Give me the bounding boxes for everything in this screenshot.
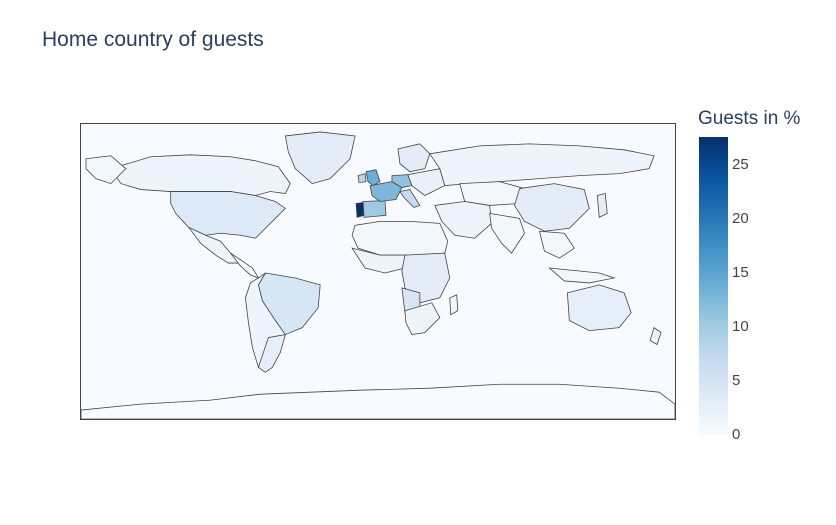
region-portugal[interactable] [355, 202, 365, 218]
chart-title: Home country of guests [42, 28, 264, 51]
region-ireland[interactable] [357, 173, 367, 184]
region-united-kingdom[interactable] [365, 169, 381, 187]
world-map[interactable] [81, 124, 675, 419]
region-germany[interactable] [391, 174, 413, 188]
region-united-states[interactable] [170, 191, 286, 239]
region-southern-africa[interactable] [404, 302, 441, 336]
region-russia[interactable] [429, 143, 655, 187]
region-india[interactable] [489, 212, 525, 254]
region-argentina[interactable] [257, 334, 286, 373]
colorbar-tick-25: 25 [732, 156, 749, 173]
region-italy[interactable] [399, 189, 421, 208]
region-indonesia[interactable] [548, 267, 616, 284]
region-new-zealand[interactable] [649, 326, 662, 346]
region-japan[interactable] [596, 193, 608, 218]
region-canada[interactable] [110, 154, 291, 196]
region-central-africa[interactable] [401, 252, 451, 304]
region-eastern-europe[interactable] [407, 168, 446, 196]
colorbar-tick-20: 20 [732, 210, 749, 227]
colorbar-tick-5: 5 [732, 372, 741, 389]
colorbar-tick-0: 0 [732, 426, 741, 443]
region-north-africa[interactable] [351, 220, 449, 256]
region-spain[interactable] [362, 200, 387, 218]
region-scandinavia[interactable] [397, 143, 431, 173]
colorbar-tick-15: 15 [732, 264, 749, 281]
region-greenland[interactable] [284, 131, 356, 185]
region-central-america[interactable] [230, 252, 260, 279]
colorbar-tick-10: 10 [732, 318, 749, 335]
colorbar [699, 137, 728, 435]
region-antarctica[interactable] [81, 383, 675, 419]
region-china[interactable] [514, 183, 590, 232]
region-southeast-asia[interactable] [538, 230, 575, 259]
colorbar-title: Guests in % [698, 108, 801, 129]
region-middle-east[interactable] [434, 201, 493, 239]
map-plot-area[interactable] [80, 123, 676, 420]
region-australia[interactable] [566, 284, 632, 332]
region-alaska[interactable] [85, 155, 127, 185]
region-madagascar[interactable] [449, 294, 459, 316]
